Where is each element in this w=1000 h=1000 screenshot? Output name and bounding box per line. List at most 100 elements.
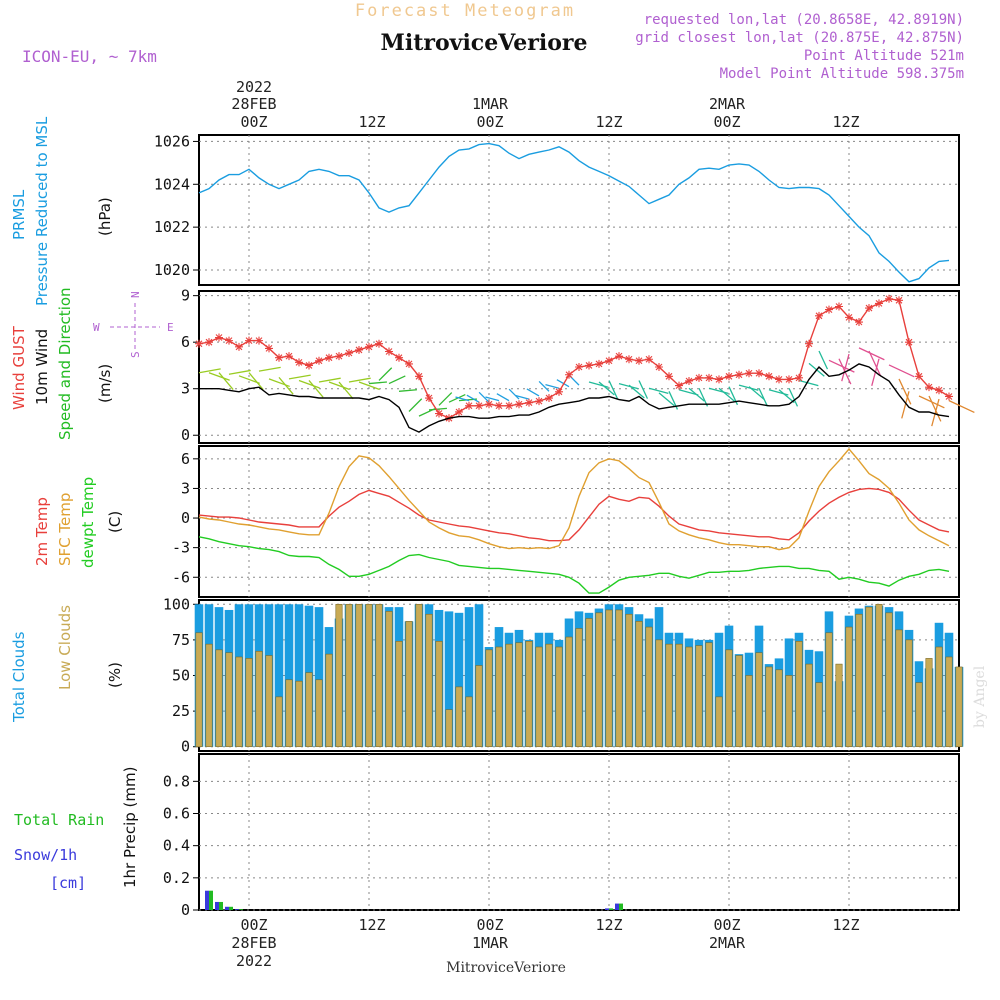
total-cloud-bar bbox=[314, 607, 324, 747]
bottom-tick-5: 12Z bbox=[832, 916, 859, 934]
wind-arrow bbox=[738, 384, 759, 391]
series-dewpt-temp bbox=[198, 536, 950, 594]
gust-marker bbox=[405, 359, 413, 368]
point-altitude: Point Altitude 521m bbox=[804, 48, 964, 64]
wind-arrow bbox=[526, 388, 540, 397]
low-cloud-bar bbox=[715, 696, 723, 748]
model-altitude: Model Point Altitude 598.375m bbox=[720, 66, 964, 82]
bottom-tick-2: 00Z bbox=[476, 916, 503, 934]
gust-marker bbox=[865, 304, 873, 313]
low-cloud-bar bbox=[825, 632, 833, 748]
series-2m-temp bbox=[198, 487, 950, 542]
low-cloud-bar bbox=[465, 696, 473, 748]
gust-marker bbox=[335, 352, 343, 361]
wind-arrow bbox=[318, 377, 341, 383]
top-year: 2022 bbox=[236, 78, 272, 96]
gust-marker bbox=[555, 387, 563, 396]
gust-marker bbox=[515, 400, 523, 409]
wind-gust-label: Wind GUST bbox=[10, 325, 28, 410]
wind-arrow bbox=[278, 376, 294, 395]
ytick-label-wind-3: 9 bbox=[181, 287, 190, 305]
total-cloud-bar bbox=[274, 604, 284, 747]
low-cloud-bar bbox=[295, 680, 303, 748]
low-cloud-bar bbox=[215, 649, 223, 748]
top-day-3: 2MAR bbox=[709, 95, 746, 113]
ytick-label-precip-3: 0.6 bbox=[163, 805, 190, 823]
legend-snow: Snow/1h bbox=[14, 846, 77, 864]
gust-marker bbox=[835, 302, 843, 311]
bottom-time-axis: 00Z 12Z 00Z 12Z 00Z 12Z 28FEB 1MAR 2MAR … bbox=[231, 916, 859, 970]
gust-marker bbox=[615, 352, 623, 361]
low-cloud-bar bbox=[775, 669, 783, 748]
low-cloud-bar bbox=[565, 636, 573, 748]
requested-coords: requested lon,lat (20.8658E, 42.8919N) bbox=[644, 12, 964, 28]
gust-marker bbox=[435, 409, 443, 418]
low-cloud-bar bbox=[195, 632, 203, 748]
wind-arrow bbox=[398, 389, 417, 392]
top-day-2: 1MAR bbox=[472, 95, 509, 113]
temp-2m-label: 2m Temp bbox=[33, 497, 51, 566]
low-cloud-bar bbox=[575, 628, 583, 748]
gust-marker bbox=[375, 339, 383, 348]
gust-marker bbox=[785, 375, 793, 384]
low-cloud-bar bbox=[915, 682, 923, 748]
gust-marker bbox=[415, 372, 423, 381]
pressure-units: (hPa) bbox=[96, 197, 114, 236]
low-cloud-bar bbox=[485, 649, 493, 748]
wind-arrow bbox=[638, 380, 649, 399]
pressure-label: Pressure Reduced to MSL bbox=[33, 116, 51, 306]
gust-marker bbox=[315, 356, 323, 365]
wind-arrow bbox=[888, 364, 915, 378]
wind-arrow bbox=[841, 353, 850, 382]
top-time-axis: 2022 28FEB 1MAR 2MAR 00Z 12Z 00Z 12Z 00Z… bbox=[231, 78, 859, 131]
panel-clouds: 0 25 50 75 100 bbox=[163, 595, 964, 756]
ytick-label-pressure-1: 1022 bbox=[154, 218, 190, 236]
wind-arrow bbox=[608, 380, 619, 399]
wind-arrow bbox=[688, 387, 705, 402]
gust-marker bbox=[655, 363, 663, 371]
gust-marker bbox=[475, 401, 483, 410]
gust-marker bbox=[845, 313, 853, 322]
wind-arrow bbox=[931, 398, 940, 427]
wind-arrow bbox=[898, 378, 912, 405]
top-tick-2: 00Z bbox=[476, 113, 503, 131]
wind-arrow bbox=[248, 372, 264, 390]
wind-arrow bbox=[338, 381, 354, 400]
snow-bar bbox=[605, 908, 609, 910]
low-cloud-bar bbox=[365, 603, 373, 748]
gust-marker bbox=[905, 338, 913, 347]
wind-arrow bbox=[628, 384, 645, 399]
low-cloud-bar bbox=[625, 613, 633, 748]
plot-area: 1020 1022 1024 1026 0 3 6 9 -6 -3 0 3 6 0 25 50 75 100 0 0.… bbox=[154, 132, 975, 919]
gust-marker bbox=[265, 344, 273, 353]
gust-marker bbox=[715, 375, 723, 384]
gust-marker bbox=[745, 369, 753, 378]
cloud-labels: Total Clouds Low Clouds (%) bbox=[10, 605, 124, 723]
wind-arrow bbox=[208, 372, 230, 381]
wind-arrows bbox=[198, 347, 975, 427]
low-cloud-bar bbox=[675, 643, 683, 748]
gust-marker bbox=[425, 394, 433, 403]
station-title: MitroviceVeriore bbox=[381, 30, 588, 56]
gust-marker bbox=[355, 345, 363, 354]
ytick-label-temp-2: 0 bbox=[181, 509, 190, 527]
low-cloud-bar bbox=[765, 666, 773, 748]
low-cloud-bar bbox=[385, 611, 393, 748]
bottom-tick-0: 00Z bbox=[240, 916, 267, 934]
wind-arrow bbox=[901, 391, 910, 419]
top-tick-1: 12Z bbox=[358, 113, 385, 131]
low-cloud-bar bbox=[655, 639, 663, 748]
total-cloud-bar bbox=[444, 611, 454, 747]
low-cloud-bar bbox=[415, 603, 423, 748]
top-tick-4: 00Z bbox=[713, 113, 740, 131]
low-cloud-bar bbox=[335, 603, 343, 748]
wind-units: (m/s) bbox=[96, 364, 114, 403]
low-cloud-bar bbox=[935, 646, 943, 748]
gust-marker bbox=[535, 397, 543, 406]
gust-marker bbox=[565, 370, 573, 379]
prmsl-label: PRMSL bbox=[10, 189, 28, 240]
gust-marker bbox=[895, 296, 903, 305]
wind-arrow bbox=[258, 366, 281, 372]
wind-arrow bbox=[228, 369, 251, 375]
wind-arrow bbox=[515, 394, 530, 400]
